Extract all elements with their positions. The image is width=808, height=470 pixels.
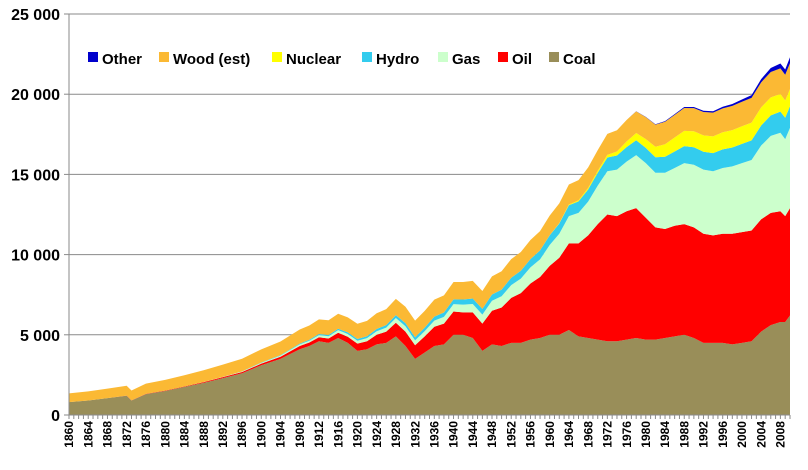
legend-swatch-wood-est [159,52,169,62]
x-tick-label-1864: 1864 [81,421,95,448]
x-tick-label-1888: 1888 [197,421,211,448]
area-gas [69,127,790,403]
x-tick-label-1896: 1896 [235,421,249,448]
x-tick-label-1984: 1984 [658,421,672,448]
legend: Other Wood (est) Nuclear Hydro Gas Oil Coal [88,51,596,68]
x-tick-label-1900: 1900 [254,421,268,448]
x-tick-label-1948: 1948 [485,421,499,448]
x-tick-label-1920: 1920 [351,421,365,448]
area-coal [69,315,790,415]
x-tick-label-1980: 1980 [639,421,653,448]
legend-swatch-nuclear [272,52,282,62]
y-tick-label-3: 15 000 [11,167,60,184]
x-tick-label-1992: 1992 [697,421,711,448]
x-tick-label-2008: 2008 [774,421,788,448]
x-tick-label-1868: 1868 [101,421,115,448]
x-tick-label-1916: 1916 [331,421,345,448]
area-wood-est [69,63,790,403]
x-tick-label-1964: 1964 [562,421,576,448]
legend-label-gas: Gas [452,51,480,68]
y-tick-label-0: 0 [51,408,60,425]
x-tick-label-2000: 2000 [735,421,749,448]
x-tick-label-1944: 1944 [466,421,480,448]
area-series [69,57,790,415]
y-tick-label-5: 25 000 [11,7,60,24]
x-tick-label-1940: 1940 [447,421,461,448]
x-tick-label-1884: 1884 [178,421,192,448]
legend-swatch-coal [549,52,559,62]
x-tick-label-1924: 1924 [370,421,384,448]
x-tick-label-1928: 1928 [389,421,403,448]
legend-swatch-gas [438,52,448,62]
x-tick-label-1912: 1912 [312,421,326,448]
legend-label-hydro: Hydro [376,51,419,68]
y-tick-label-4: 20 000 [11,87,60,104]
y-tick-label-2: 10 000 [11,248,60,265]
x-tick-label-1932: 1932 [408,421,422,448]
x-tick-label-1872: 1872 [120,421,134,448]
legend-label-nuclear: Nuclear [286,51,341,68]
legend-label-wood-est: Wood (est) [173,51,250,68]
legend-swatch-other [88,52,98,62]
x-tick-label-1972: 1972 [601,421,615,448]
x-tick-label-1996: 1996 [716,421,730,448]
x-tick-label-1956: 1956 [524,421,538,448]
x-tick-label-2004: 2004 [754,421,768,448]
legend-label-oil: Oil [512,51,532,68]
legend-label-other: Other [102,51,142,68]
legend-label-coal: Coal [563,51,596,68]
x-tick-label-1968: 1968 [581,421,595,448]
x-tick-label-1976: 1976 [620,421,634,448]
x-tick-label-1892: 1892 [216,421,230,448]
x-tick-label-1952: 1952 [504,421,518,448]
x-tick-label-1860: 1860 [62,421,76,448]
x-tick-label-1880: 1880 [158,421,172,448]
x-tick-label-1876: 1876 [139,421,153,448]
x-tick-label-1904: 1904 [274,421,288,448]
x-tick-label-1936: 1936 [428,421,442,448]
x-tick-label-1988: 1988 [677,421,691,448]
legend-swatch-oil [498,52,508,62]
x-tick-label-1960: 1960 [543,421,557,448]
y-tick-label-1: 5 000 [20,328,60,345]
area-oil [69,208,790,403]
legend-swatch-hydro [362,52,372,62]
x-tick-label-1908: 1908 [293,421,307,448]
axes: 0 5 000 10 000 15 000 20 000 25 000 1860 1864 18… [11,7,791,448]
